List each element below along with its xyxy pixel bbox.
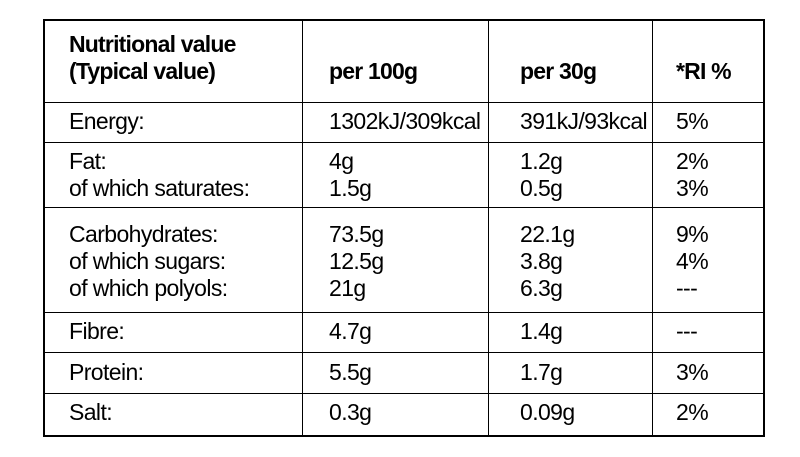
header-label: Nutritional value (Typical value): [69, 31, 236, 85]
label-sugars: of which sugars:: [69, 248, 226, 274]
nutrition-table: Nutritional value (Typical value) per 10…: [43, 19, 765, 437]
row-label-carbohydrates: Carbohydrates: of which sugars: of which…: [69, 221, 228, 302]
row-divider: [45, 142, 763, 143]
fat-per-30g: 1.2g 0.5g: [520, 148, 563, 202]
carbohydrates-ri-value: 9%: [676, 221, 709, 247]
carbohydrates-per-100g: 73.5g 12.5g 21g: [329, 221, 384, 302]
row-divider: [45, 352, 763, 353]
protein-ri: 3%: [676, 359, 709, 385]
saturates-per-30g-value: 0.5g: [520, 175, 563, 201]
fibre-per-100g: 4.7g: [329, 318, 372, 344]
label-fat: Fat:: [69, 148, 107, 174]
polyols-per-100g-value: 21g: [329, 275, 366, 301]
sugars-per-100g-value: 12.5g: [329, 248, 384, 274]
row-label-protein: Protein:: [69, 359, 144, 385]
column-divider: [652, 21, 653, 435]
sugars-per-30g-value: 3.8g: [520, 248, 563, 274]
energy-per-30g: 391kJ/93kcal: [520, 108, 648, 134]
protein-per-30g: 1.7g: [520, 359, 563, 385]
header-label-line1: Nutritional value: [69, 31, 236, 57]
row-label-salt: Salt:: [69, 399, 113, 425]
fibre-per-30g: 1.4g: [520, 318, 563, 344]
saturates-per-100g-value: 1.5g: [329, 175, 372, 201]
column-divider: [488, 21, 489, 435]
sugars-ri-value: 4%: [676, 248, 709, 274]
header-per-100g: per 100g: [329, 58, 418, 84]
label-carbohydrates: Carbohydrates:: [69, 221, 218, 247]
fat-ri: 2% 3%: [676, 148, 709, 202]
fibre-ri: ---: [676, 318, 698, 344]
salt-per-30g: 0.09g: [520, 399, 575, 425]
protein-per-100g: 5.5g: [329, 359, 372, 385]
header-ri-percent: *RI %: [676, 58, 732, 84]
header-label-line2: (Typical value): [69, 58, 216, 84]
polyols-ri-value: ---: [676, 275, 698, 301]
energy-per-100g: 1302kJ/309kcal: [329, 108, 481, 134]
row-divider: [45, 102, 763, 103]
row-label-fat: Fat: of which saturates:: [69, 148, 250, 202]
salt-per-100g: 0.3g: [329, 399, 372, 425]
label-saturates: of which saturates:: [69, 175, 250, 201]
carbohydrates-per-30g: 22.1g 3.8g 6.3g: [520, 221, 575, 302]
fat-ri-value: 2%: [676, 148, 709, 174]
header-per-30g: per 30g: [520, 58, 597, 84]
row-divider: [45, 312, 763, 313]
label-polyols: of which polyols:: [69, 275, 228, 301]
row-divider: [45, 207, 763, 208]
fat-per-100g: 4g 1.5g: [329, 148, 372, 202]
row-label-fibre: Fibre:: [69, 318, 125, 344]
saturates-ri-value: 3%: [676, 175, 709, 201]
column-divider: [302, 21, 303, 435]
fat-per-30g-value: 1.2g: [520, 148, 563, 174]
fat-per-100g-value: 4g: [329, 148, 354, 174]
polyols-per-30g-value: 6.3g: [520, 275, 563, 301]
carbohydrates-ri: 9% 4% ---: [676, 221, 709, 302]
carbohydrates-per-100g-value: 73.5g: [329, 221, 384, 247]
row-divider: [45, 393, 763, 394]
carbohydrates-per-30g-value: 22.1g: [520, 221, 575, 247]
energy-ri: 5%: [676, 108, 709, 134]
salt-ri: 2%: [676, 399, 709, 425]
row-label-energy: Energy:: [69, 108, 145, 134]
